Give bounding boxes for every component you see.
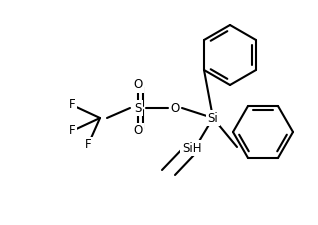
Text: O: O xyxy=(133,124,143,137)
Text: F: F xyxy=(69,99,75,112)
Text: Si: Si xyxy=(208,112,218,124)
Text: F: F xyxy=(69,124,75,137)
Text: SiH: SiH xyxy=(182,142,202,155)
Text: S: S xyxy=(134,101,142,115)
Text: O: O xyxy=(170,101,180,115)
Text: F: F xyxy=(85,139,91,151)
Text: O: O xyxy=(133,79,143,92)
